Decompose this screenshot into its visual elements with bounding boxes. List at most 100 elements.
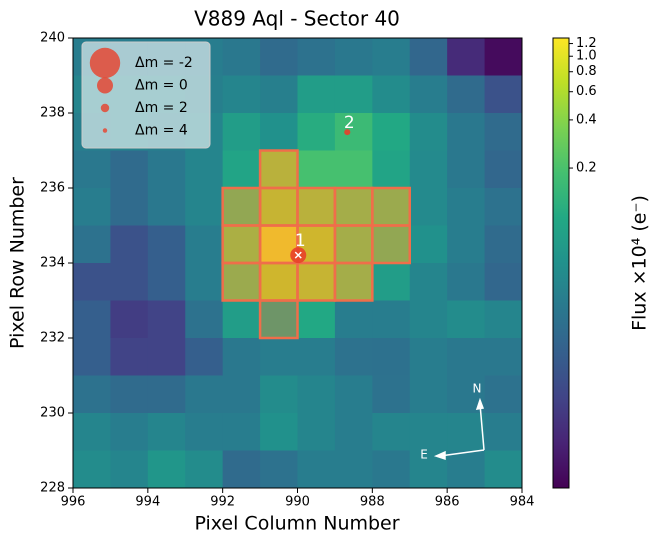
heatmap-cell — [260, 38, 298, 76]
heatmap-cell — [185, 263, 223, 301]
compass-label: N — [473, 382, 482, 396]
heatmap-cell — [148, 301, 186, 339]
legend-label: Δm = 0 — [135, 78, 188, 94]
chart: V889 Aql - Sector 40 Pixel Column Number… — [0, 0, 651, 535]
colorbar-tick-label: 0.4 — [576, 112, 597, 127]
colorbar-tick-label: 0.8 — [576, 64, 597, 79]
heatmap-cell — [372, 76, 410, 114]
heatmap-cell — [410, 151, 448, 189]
legend-label: Δm = -2 — [135, 55, 193, 71]
x-tick-label: 994 — [135, 495, 160, 510]
heatmap-cell — [485, 263, 523, 301]
heatmap-cell — [110, 151, 148, 189]
aperture-pixel — [260, 301, 297, 339]
compass-label: E — [420, 448, 428, 462]
legend-marker — [90, 48, 120, 78]
heatmap-cell — [335, 338, 373, 376]
x-tick-label: 984 — [510, 495, 535, 510]
colorbar-tick-label: 0.6 — [576, 84, 597, 99]
heatmap-cell — [485, 76, 523, 114]
heatmap-cell — [298, 451, 336, 489]
y-tick-label: 232 — [40, 331, 65, 346]
aperture-pixel — [298, 263, 335, 301]
heatmap-cell — [148, 188, 186, 226]
heatmap-cell — [110, 376, 148, 414]
legend-marker — [97, 78, 113, 94]
x-tick-label: 992 — [210, 495, 235, 510]
aperture-pixel — [223, 188, 260, 226]
aperture-pixel — [260, 263, 297, 301]
y-tick-label: 234 — [40, 256, 65, 271]
heatmap-cell — [447, 413, 485, 451]
heatmap-cell — [335, 301, 373, 339]
heatmap-cell — [260, 413, 298, 451]
heatmap-cell — [372, 338, 410, 376]
heatmap-cell — [447, 338, 485, 376]
heatmap-cell — [110, 338, 148, 376]
colorbar-tick-label: 1.2 — [576, 36, 597, 51]
heatmap-cell — [410, 76, 448, 114]
heatmap-cell — [410, 263, 448, 301]
legend-marker — [103, 128, 107, 132]
heatmap-cell — [148, 226, 186, 264]
heatmap-cell — [223, 376, 261, 414]
heatmap-cell — [148, 263, 186, 301]
heatmap-cell — [298, 151, 336, 189]
heatmap-cell — [485, 188, 523, 226]
heatmap-cell — [372, 113, 410, 151]
legend-label: Δm = 2 — [135, 100, 188, 116]
heatmap-cell — [185, 188, 223, 226]
heatmap-cell — [372, 151, 410, 189]
colorbar-tick-label: 0.2 — [576, 161, 597, 176]
x-axis-label: Pixel Column Number — [194, 513, 399, 535]
heatmap-cell — [485, 38, 523, 76]
aperture-pixel — [335, 226, 372, 264]
heatmap-cell — [73, 338, 111, 376]
heatmap-cell — [223, 38, 261, 76]
aperture-pixel — [223, 226, 260, 264]
heatmap-cell — [110, 301, 148, 339]
aperture-pixel — [260, 188, 297, 226]
y-tick-label: 230 — [40, 406, 65, 421]
source-label: 2 — [344, 113, 355, 133]
legend-label: Δm = 4 — [135, 123, 188, 139]
heatmap-cell — [260, 338, 298, 376]
chart-title: V889 Aql - Sector 40 — [194, 7, 400, 31]
heatmap-cell — [447, 76, 485, 114]
heatmap-cell — [372, 38, 410, 76]
heatmap-cell — [148, 376, 186, 414]
aperture-pixel — [260, 151, 297, 189]
heatmap-cell — [73, 226, 111, 264]
heatmap-cell — [298, 413, 336, 451]
heatmap-cell — [410, 338, 448, 376]
heatmap-cell — [223, 338, 261, 376]
heatmap-cell — [485, 376, 523, 414]
heatmap-cell — [73, 263, 111, 301]
heatmap-cell — [447, 226, 485, 264]
heatmap-cell — [298, 338, 336, 376]
heatmap-cell — [485, 301, 523, 339]
colorbar-label: Flux ×10⁴ (e⁻) — [629, 195, 651, 331]
heatmap-cell — [110, 188, 148, 226]
heatmap-cell — [298, 76, 336, 114]
heatmap-cell — [110, 263, 148, 301]
heatmap-cell — [260, 376, 298, 414]
heatmap-cell — [410, 226, 448, 264]
heatmap-cell — [73, 151, 111, 189]
heatmap-cell — [185, 376, 223, 414]
heatmap-cell — [223, 301, 261, 339]
heatmap-cell — [447, 451, 485, 489]
aperture-pixel — [223, 263, 260, 301]
heatmap-cell — [298, 376, 336, 414]
heatmap-cell — [410, 413, 448, 451]
heatmap-cell — [73, 413, 111, 451]
heatmap-cell — [223, 151, 261, 189]
heatmap-cell — [260, 113, 298, 151]
heatmap-cell — [185, 151, 223, 189]
heatmap-cell — [335, 451, 373, 489]
heatmap-cell — [223, 76, 261, 114]
heatmap-cell — [298, 113, 336, 151]
heatmap-cell — [73, 188, 111, 226]
heatmap-cell — [73, 301, 111, 339]
heatmap-cell — [298, 38, 336, 76]
